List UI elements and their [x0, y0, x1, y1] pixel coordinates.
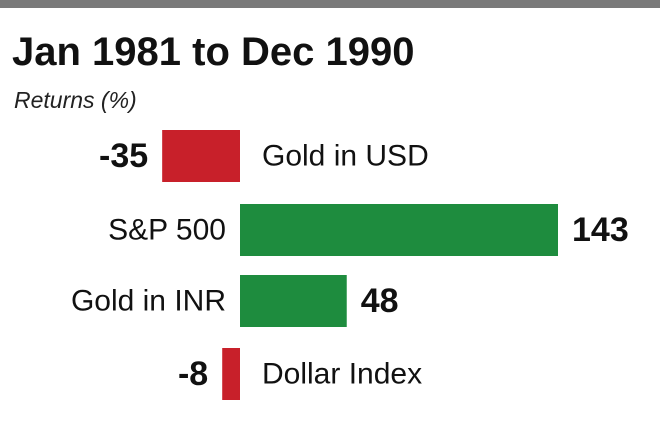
category-label-dollar-index: Dollar Index — [262, 358, 422, 391]
bar-dollar-index — [222, 348, 240, 400]
category-label-gold-in-usd: Gold in USD — [262, 140, 429, 173]
value-label-dollar-index: -8 — [178, 355, 208, 393]
value-label-gold-in-inr: 48 — [361, 282, 399, 320]
top-rule — [0, 0, 660, 8]
bar-s-p-500 — [240, 204, 558, 256]
bar-gold-in-usd — [162, 130, 240, 182]
chart-title: Jan 1981 to Dec 1990 — [12, 30, 415, 74]
value-label-gold-in-usd: -35 — [99, 137, 148, 175]
value-label-s-p-500: 143 — [572, 211, 629, 249]
category-label-gold-in-inr: Gold in INR — [71, 285, 226, 318]
bar-chart: Gold in USD -35 S&P 500 143 Gold in INR 48 Dol… — [71, 130, 629, 400]
bar-gold-in-inr — [240, 275, 347, 327]
category-label-s-p-500: S&P 500 — [108, 214, 226, 247]
chart-subtitle: Returns (%) — [14, 87, 137, 113]
